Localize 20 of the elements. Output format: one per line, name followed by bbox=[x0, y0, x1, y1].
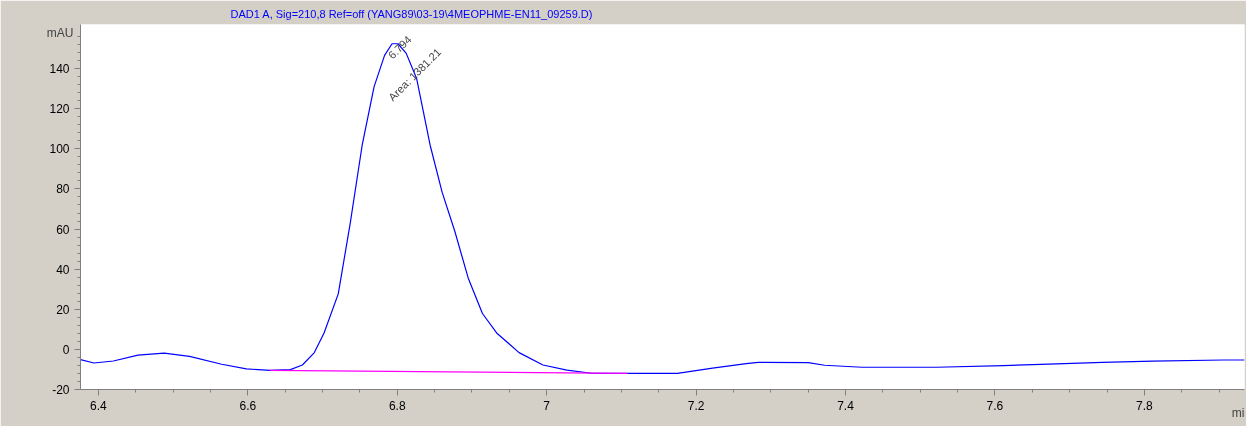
y-tick-label: -20 bbox=[52, 383, 70, 397]
y-tick-label: 40 bbox=[56, 262, 70, 277]
y-tick-label: 100 bbox=[49, 142, 70, 157]
y-axis-title: mAU bbox=[46, 25, 74, 40]
x-tick-label: 7.6 bbox=[986, 398, 1004, 413]
x-tick-label: 7.2 bbox=[687, 398, 705, 413]
x-axis-title: mi bbox=[1231, 405, 1245, 420]
x-tick-label: 7 bbox=[543, 398, 551, 413]
y-tick-label: 60 bbox=[56, 222, 70, 237]
x-tick-label: 6.6 bbox=[239, 398, 257, 413]
y-tick-label: 0 bbox=[62, 342, 70, 357]
x-tick-label: 7.8 bbox=[1136, 398, 1154, 413]
x-tick-label: 7.4 bbox=[837, 398, 855, 413]
y-tick-label: 20 bbox=[56, 302, 70, 317]
y-tick-label: 120 bbox=[49, 102, 70, 117]
chart-title: DAD1 A, Sig=210,8 Ref=off (YANG89\03-19\4MEOPHME-EN11_09259.D) bbox=[230, 7, 593, 20]
y-tick-label: 80 bbox=[56, 182, 70, 197]
x-tick-label: 6.4 bbox=[90, 398, 108, 413]
x-tick-label: 6.8 bbox=[388, 398, 406, 413]
y-tick-label: 140 bbox=[49, 62, 70, 77]
